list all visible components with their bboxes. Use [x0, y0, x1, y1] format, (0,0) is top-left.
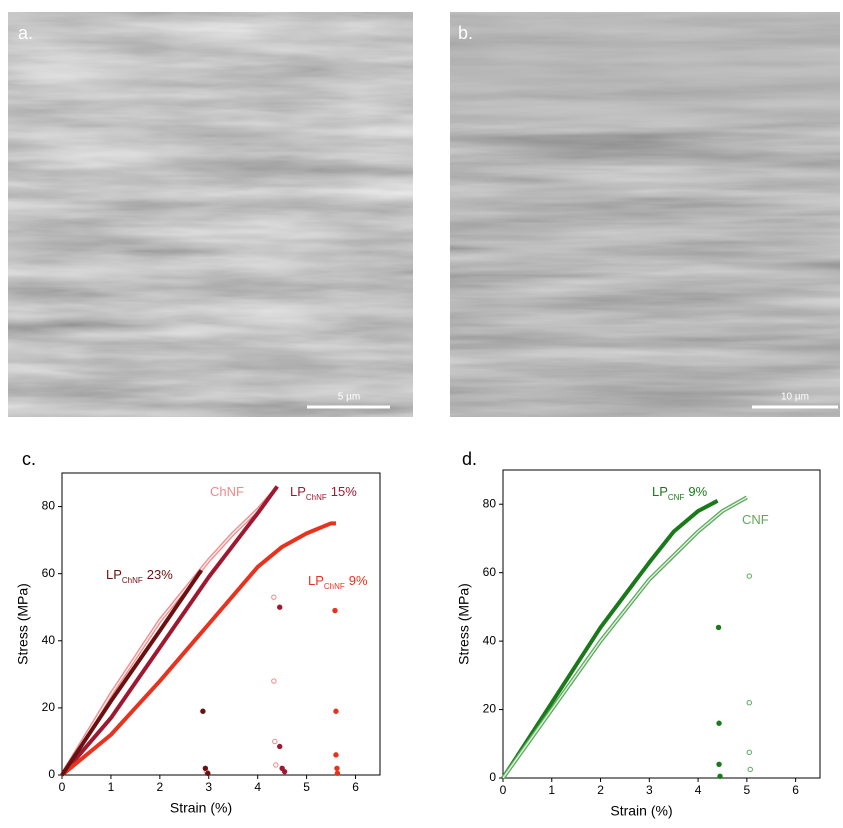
stress-strain-curve	[60, 485, 279, 777]
x-tick-label: 4	[254, 780, 261, 794]
x-tick-label: 5	[744, 783, 751, 797]
panel-label: b.	[458, 23, 473, 43]
series-name-sub: ChNF	[122, 576, 143, 585]
sem-surface	[450, 12, 840, 122]
fracture-point	[272, 738, 278, 745]
y-tick-label: 80	[483, 496, 497, 510]
y-tick-label: 60	[483, 565, 497, 579]
fracture-point	[717, 773, 723, 779]
fracture-point	[205, 770, 211, 777]
series-label: LPChNF 23%	[106, 567, 173, 584]
x-tick-label: 2	[597, 783, 604, 797]
series-name-suffix: 23%	[147, 567, 173, 582]
y-tick-label: 80	[42, 499, 56, 513]
x-tick-label: 2	[157, 780, 164, 794]
y-tick-label: 0	[48, 767, 55, 781]
x-tick-label: 0	[500, 783, 507, 797]
series-label: CNF	[742, 512, 769, 527]
x-tick-label: 1	[108, 780, 115, 794]
stress-strain-curve	[60, 521, 336, 777]
fracture-point	[747, 766, 753, 773]
series-name-suffix: 9%	[349, 573, 368, 588]
x-tick-label: 4	[695, 783, 702, 797]
curve-highlight	[61, 492, 273, 776]
panel-label: c.	[22, 449, 36, 469]
x-axis-label: Strain (%)	[170, 800, 232, 816]
x-tick-label: 3	[646, 783, 653, 797]
sem-texture	[8, 12, 413, 417]
x-tick-label: 6	[352, 780, 359, 794]
series-name: LP	[652, 484, 668, 499]
fracture-point	[271, 594, 277, 600]
fracture-point	[202, 765, 209, 771]
fracture-point	[281, 768, 288, 775]
y-axis-label: Stress (MPa)	[456, 583, 472, 665]
y-tick-label: 40	[42, 633, 56, 647]
series-label: LPChNF 9%	[308, 573, 368, 590]
x-tick-label: 3	[205, 780, 212, 794]
x-tick-label: 0	[59, 780, 66, 794]
plot-frame	[502, 469, 821, 779]
curve-highlight	[502, 496, 748, 779]
series-name-suffix: 9%	[688, 484, 707, 499]
scale-bar-label: 10 µm	[781, 392, 809, 403]
fracture-point	[716, 720, 722, 726]
series-name: LP	[308, 573, 324, 588]
series-name-sub: CNF	[668, 493, 685, 502]
x-axis-label: Strain (%)	[610, 803, 672, 819]
y-tick-label: 40	[483, 633, 497, 647]
x-tick-label: 1	[548, 783, 555, 797]
fracture-point	[716, 761, 722, 768]
sem-image-b: b. 10 µm	[450, 12, 840, 417]
fracture-point	[200, 708, 206, 714]
fracture-point	[746, 700, 752, 706]
sem-image-a: a. 5 µm	[8, 12, 413, 417]
stress-strain-curve	[60, 569, 204, 777]
y-tick-label: 60	[42, 566, 56, 580]
plot-frame	[61, 472, 381, 776]
series-name-sub: ChNF	[324, 582, 345, 591]
series-name: LP	[290, 484, 306, 499]
stress-strain-curve	[501, 495, 748, 780]
fracture-point	[332, 607, 338, 614]
fracture-point	[746, 573, 752, 579]
stress-strain-curve	[501, 499, 719, 780]
sem-texture	[450, 12, 840, 417]
series-name-sub: ChNF	[306, 493, 327, 502]
fracture-point	[715, 624, 722, 631]
y-tick-label: 20	[42, 700, 56, 714]
panel-label: d.	[462, 449, 477, 469]
x-tick-label: 5	[303, 780, 310, 794]
fracture-point	[334, 770, 341, 777]
panel-label: a.	[18, 23, 33, 43]
y-tick-label: 20	[483, 702, 497, 716]
fracture-point	[333, 752, 339, 758]
series-name: LP	[106, 567, 122, 582]
fracture-point	[271, 678, 277, 684]
fracture-point	[273, 762, 279, 768]
fracture-point	[334, 765, 340, 771]
series-label: ChNF	[210, 484, 244, 499]
fracture-point	[333, 708, 339, 714]
scale-bar-label: 5 µm	[338, 392, 360, 403]
fracture-point	[277, 604, 283, 610]
fracture-point	[277, 743, 283, 750]
series-name: CNF	[742, 512, 769, 527]
x-tick-label: 6	[792, 783, 799, 797]
series-label: LPChNF 15%	[290, 484, 357, 501]
fracture-point	[746, 749, 752, 756]
series-name-suffix: 15%	[331, 484, 357, 499]
series-label: LPCNF 9%	[652, 484, 708, 501]
series-name: ChNF	[210, 484, 244, 499]
y-axis-label: Stress (MPa)	[15, 583, 31, 665]
y-tick-label: 0	[489, 770, 496, 784]
